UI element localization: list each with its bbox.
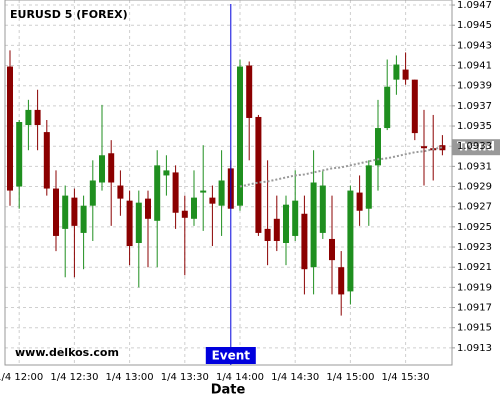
candle-body <box>375 128 381 166</box>
candle-body <box>154 165 161 221</box>
candle-body <box>365 165 372 209</box>
y-tick-label: 1.0931 <box>457 161 492 172</box>
y-tick-label: 1.0913 <box>457 343 492 354</box>
y-tick-label: 1.0915 <box>457 323 492 334</box>
candle-body <box>145 198 151 219</box>
candle-body <box>329 238 335 261</box>
candle-body <box>191 197 197 219</box>
y-tick-label: 1.0917 <box>457 303 492 314</box>
x-tick-label: 1/4 13:00 <box>106 372 154 383</box>
candle-body <box>246 65 253 118</box>
candle-body <box>273 218 280 241</box>
candle-body <box>310 182 317 268</box>
plot-frame <box>4 0 453 366</box>
x-tick-label: 1/4 14:00 <box>216 372 264 383</box>
candle-body <box>99 155 105 183</box>
candle-body <box>71 197 78 226</box>
x-tick-label: 1/4 15:00 <box>326 372 374 383</box>
x-tick-label: 1/4 15:30 <box>382 372 430 383</box>
candle-body <box>338 267 345 295</box>
candle-body <box>135 202 142 243</box>
y-tick-label: 1.0927 <box>457 202 492 213</box>
y-tick-label: 1.0939 <box>457 81 492 92</box>
y-tick-label: 1.0919 <box>457 282 492 293</box>
y-tick-label: 1.0945 <box>457 20 492 31</box>
candle-body <box>172 172 179 213</box>
y-tick-label: 1.0935 <box>457 121 492 132</box>
event-label: Event <box>212 349 251 363</box>
candle-body <box>209 197 216 204</box>
candle-body <box>347 190 354 292</box>
x-axis-title: Date <box>211 383 246 398</box>
candle-body <box>218 180 225 206</box>
candle-body <box>384 86 391 129</box>
overlays: Trend Event <box>205 4 500 365</box>
candle-body <box>411 79 418 134</box>
candle-body <box>126 200 133 247</box>
candle-body <box>16 122 23 187</box>
candle-body <box>200 190 207 193</box>
candle-body <box>181 210 188 218</box>
event-label-box <box>205 347 256 364</box>
watermark: www.delkos.com <box>15 346 119 359</box>
chart-title: EURUSD 5 (FOREX) <box>10 8 128 21</box>
candle-body <box>421 146 427 149</box>
y-tick-label: 1.0925 <box>457 222 492 233</box>
candle-body <box>163 170 170 176</box>
y-tick-label: 1.0943 <box>457 40 492 51</box>
candle-body <box>283 204 289 243</box>
x-tick-label: 1/4 12:30 <box>50 372 98 383</box>
candle-body <box>117 185 124 199</box>
x-tick-label: 1/4 14:30 <box>271 372 319 383</box>
trend-line <box>239 146 443 188</box>
marks <box>7 50 446 316</box>
candle-body <box>264 228 271 241</box>
y-tick-label: 1.0923 <box>457 242 492 253</box>
candle-body <box>80 205 87 233</box>
x-tick-label: 1/4 13:30 <box>161 372 209 383</box>
trend-label: Trend <box>457 140 495 154</box>
candle-body <box>43 132 50 189</box>
trend-label-box <box>452 139 500 156</box>
candle-body <box>402 69 409 80</box>
y-tick-label: 1.0929 <box>457 182 492 193</box>
candle-body <box>34 109 41 126</box>
y-tick-label: 1.0921 <box>457 262 492 273</box>
candle-body <box>292 200 299 236</box>
candle-body <box>439 145 446 151</box>
candle-body <box>237 66 243 206</box>
x-tick-label: 1/4 12:00 <box>0 372 43 383</box>
y-tick-label: 1.0947 <box>457 0 492 11</box>
candle-body <box>89 180 96 206</box>
candle-body <box>53 188 59 236</box>
y-tick-label: 1.0941 <box>457 61 492 72</box>
candle-body <box>255 116 262 233</box>
candle-body <box>25 109 32 126</box>
candle-body <box>108 153 115 183</box>
candle-body <box>393 64 400 80</box>
y-tick-label: 1.0937 <box>457 101 492 112</box>
candle-body <box>356 192 363 211</box>
y-tick-label: 1.0933 <box>457 141 492 152</box>
candle-body <box>7 66 13 191</box>
candle-body <box>62 195 69 229</box>
candle-body <box>301 213 308 270</box>
candle-body <box>319 185 326 233</box>
